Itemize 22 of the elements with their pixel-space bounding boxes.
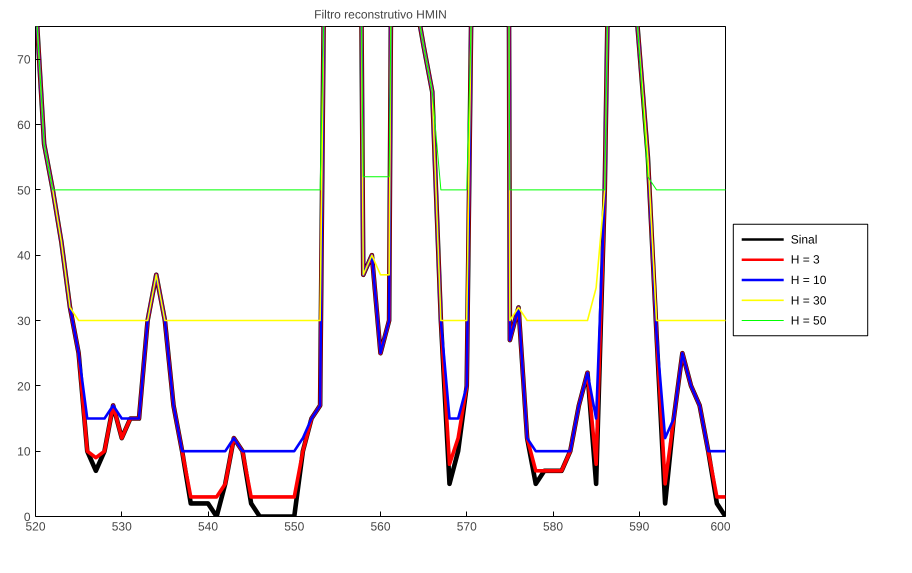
x-tick-label: 580 <box>542 520 564 534</box>
y-tick-label: 30 <box>17 314 31 328</box>
y-tick-label: 10 <box>17 444 31 459</box>
chart-title: Filtro reconstrutivo HMIN <box>314 8 447 22</box>
y-tick-label: 50 <box>17 183 31 198</box>
legend-label: H = 30 <box>790 293 827 308</box>
legend-label: H = 3 <box>790 252 820 267</box>
y-tick-label: 40 <box>17 248 31 263</box>
y-tick-label: 70 <box>17 52 31 67</box>
x-tick-label: 540 <box>198 520 218 534</box>
x-tick-label: 570 <box>456 520 478 534</box>
x-tick-label: 550 <box>284 520 305 534</box>
x-tick-label: 560 <box>370 520 391 534</box>
y-tick-label: 20 <box>17 379 31 394</box>
x-tick-label: 520 <box>25 520 46 534</box>
legend-label: Sinal <box>790 232 818 246</box>
x-tick-label: 590 <box>629 520 650 534</box>
x-tick-label: 530 <box>112 520 132 534</box>
legend-label: H = 10 <box>790 273 827 287</box>
y-tick-label: 60 <box>17 118 31 132</box>
x-tick-label: 600 <box>710 520 731 534</box>
legend-label: H = 50 <box>790 314 827 328</box>
